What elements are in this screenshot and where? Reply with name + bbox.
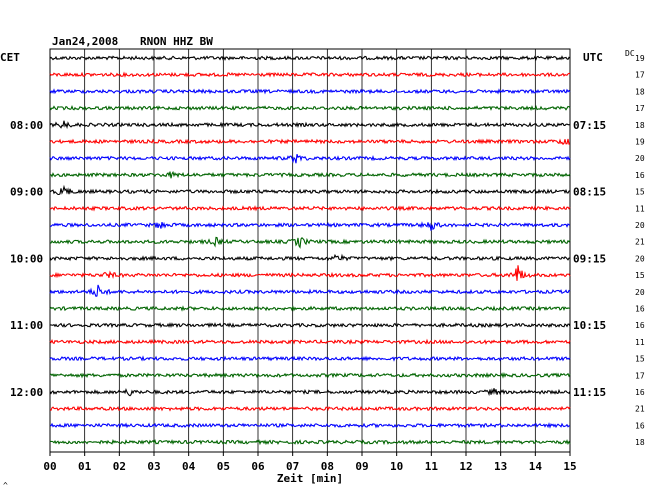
dc-offset-label: 17 <box>635 371 645 380</box>
x-tick-label: 02 <box>113 460 126 473</box>
dc-offset-labels: 19 17 18 17 18 19 20 16 15 11 20 21 20 15 20 16 16 11 15 17… <box>635 54 645 447</box>
trace-line <box>49 104 571 112</box>
trace-line <box>49 265 571 281</box>
dc-label: DC <box>625 49 635 58</box>
dc-offset-label: 15 <box>635 188 645 197</box>
dc-offset-label: 11 <box>635 204 645 213</box>
x-tick-label: 01 <box>78 460 92 473</box>
dc-offset-label: 20 <box>635 221 645 230</box>
x-tick-label: 06 <box>251 460 265 473</box>
x-axis-label: Zeit [min] <box>277 472 343 485</box>
trace-line <box>49 236 571 249</box>
trace-line <box>49 355 571 362</box>
trace-line <box>50 221 571 231</box>
trace-line <box>49 184 571 196</box>
dc-offset-label: 15 <box>635 355 645 364</box>
x-tick-label: 12 <box>459 460 472 473</box>
trace-line <box>49 338 571 345</box>
x-tick-label: 15 <box>563 460 576 473</box>
seismic-traces <box>49 55 571 446</box>
right-time-label: 08:15 <box>573 186 606 199</box>
dc-offset-label: 16 <box>635 321 645 330</box>
right-time-label: 11:15 <box>573 386 606 399</box>
trace-line <box>49 439 571 446</box>
trace-line <box>49 170 571 179</box>
left-time-label: 10:00 <box>10 252 43 265</box>
x-tick-label: 08 <box>321 460 334 473</box>
dc-offset-label: 18 <box>635 87 645 96</box>
x-tick-label: 07 <box>286 460 299 473</box>
x-tick-label: 14 <box>529 460 543 473</box>
trace-line <box>49 71 570 78</box>
left-time-labels: 08:00 09:00 10:00 11:00 12:00 <box>10 119 43 399</box>
dc-offset-label: 15 <box>635 271 645 280</box>
trace-line <box>49 305 571 312</box>
trace-line <box>49 284 571 297</box>
left-time-label: 09:00 <box>10 186 43 199</box>
dc-offset-label: 16 <box>635 421 645 430</box>
dc-offset-label: 16 <box>635 171 645 180</box>
trace-line <box>49 253 570 262</box>
x-tick-labels: 00 01 02 03 04 05 06 07 08 09 10 11 12 13 14 15 <box>43 452 577 473</box>
trace-line <box>49 387 571 397</box>
trace-line <box>49 422 571 429</box>
dc-offset-label: 17 <box>635 71 645 80</box>
x-tick-label: 13 <box>494 460 507 473</box>
dc-offset-label: 16 <box>635 305 645 314</box>
right-time-label: 07:15 <box>573 119 606 132</box>
x-tick-label: 05 <box>217 460 230 473</box>
dc-offset-label: 19 <box>635 54 645 63</box>
corner-mark: ^ <box>3 481 8 490</box>
dc-offset-label: 17 <box>635 104 645 113</box>
header-date: Jan24,2008 <box>52 35 118 48</box>
dc-offset-label: 21 <box>635 238 645 247</box>
trace-line <box>49 372 571 379</box>
trace-line <box>49 405 571 412</box>
x-tick-label: 11 <box>425 460 439 473</box>
left-time-label: 12:00 <box>10 386 43 399</box>
right-time-labels: 07:15 08:15 09:15 10:15 11:15 <box>573 119 606 399</box>
right-time-label: 10:15 <box>573 319 606 332</box>
right-time-label: 09:15 <box>573 252 606 265</box>
dc-offset-label: 19 <box>635 138 645 147</box>
header-station: RNON HHZ BW <box>140 35 213 48</box>
dc-offset-label: 21 <box>635 405 645 414</box>
x-tick-label: 10 <box>390 460 403 473</box>
left-time-label: 08:00 <box>10 119 43 132</box>
dc-offset-label: 18 <box>635 121 645 130</box>
x-tick-label: 09 <box>355 460 368 473</box>
x-tick-label: 03 <box>147 460 160 473</box>
dc-offset-label: 11 <box>635 338 645 347</box>
plot-grid <box>49 48 571 453</box>
left-zone-label: CET <box>0 51 20 64</box>
trace-line <box>49 205 571 212</box>
trace-line <box>49 154 571 164</box>
trace-line <box>49 88 571 95</box>
x-tick-label: 04 <box>182 460 196 473</box>
trace-line <box>49 120 571 130</box>
right-zone-label: UTC <box>583 51 603 64</box>
dc-offset-label: 18 <box>635 438 645 447</box>
dc-offset-label: 20 <box>635 154 645 163</box>
dc-offset-label: 20 <box>635 254 645 263</box>
trace-line <box>49 138 571 146</box>
trace-line <box>49 322 571 329</box>
dc-offset-label: 20 <box>635 288 645 297</box>
x-tick-label: 00 <box>43 460 56 473</box>
dc-offset-label: 16 <box>635 388 645 397</box>
plot-frame <box>49 48 571 453</box>
trace-line <box>49 55 571 61</box>
left-time-label: 11:00 <box>10 319 43 332</box>
